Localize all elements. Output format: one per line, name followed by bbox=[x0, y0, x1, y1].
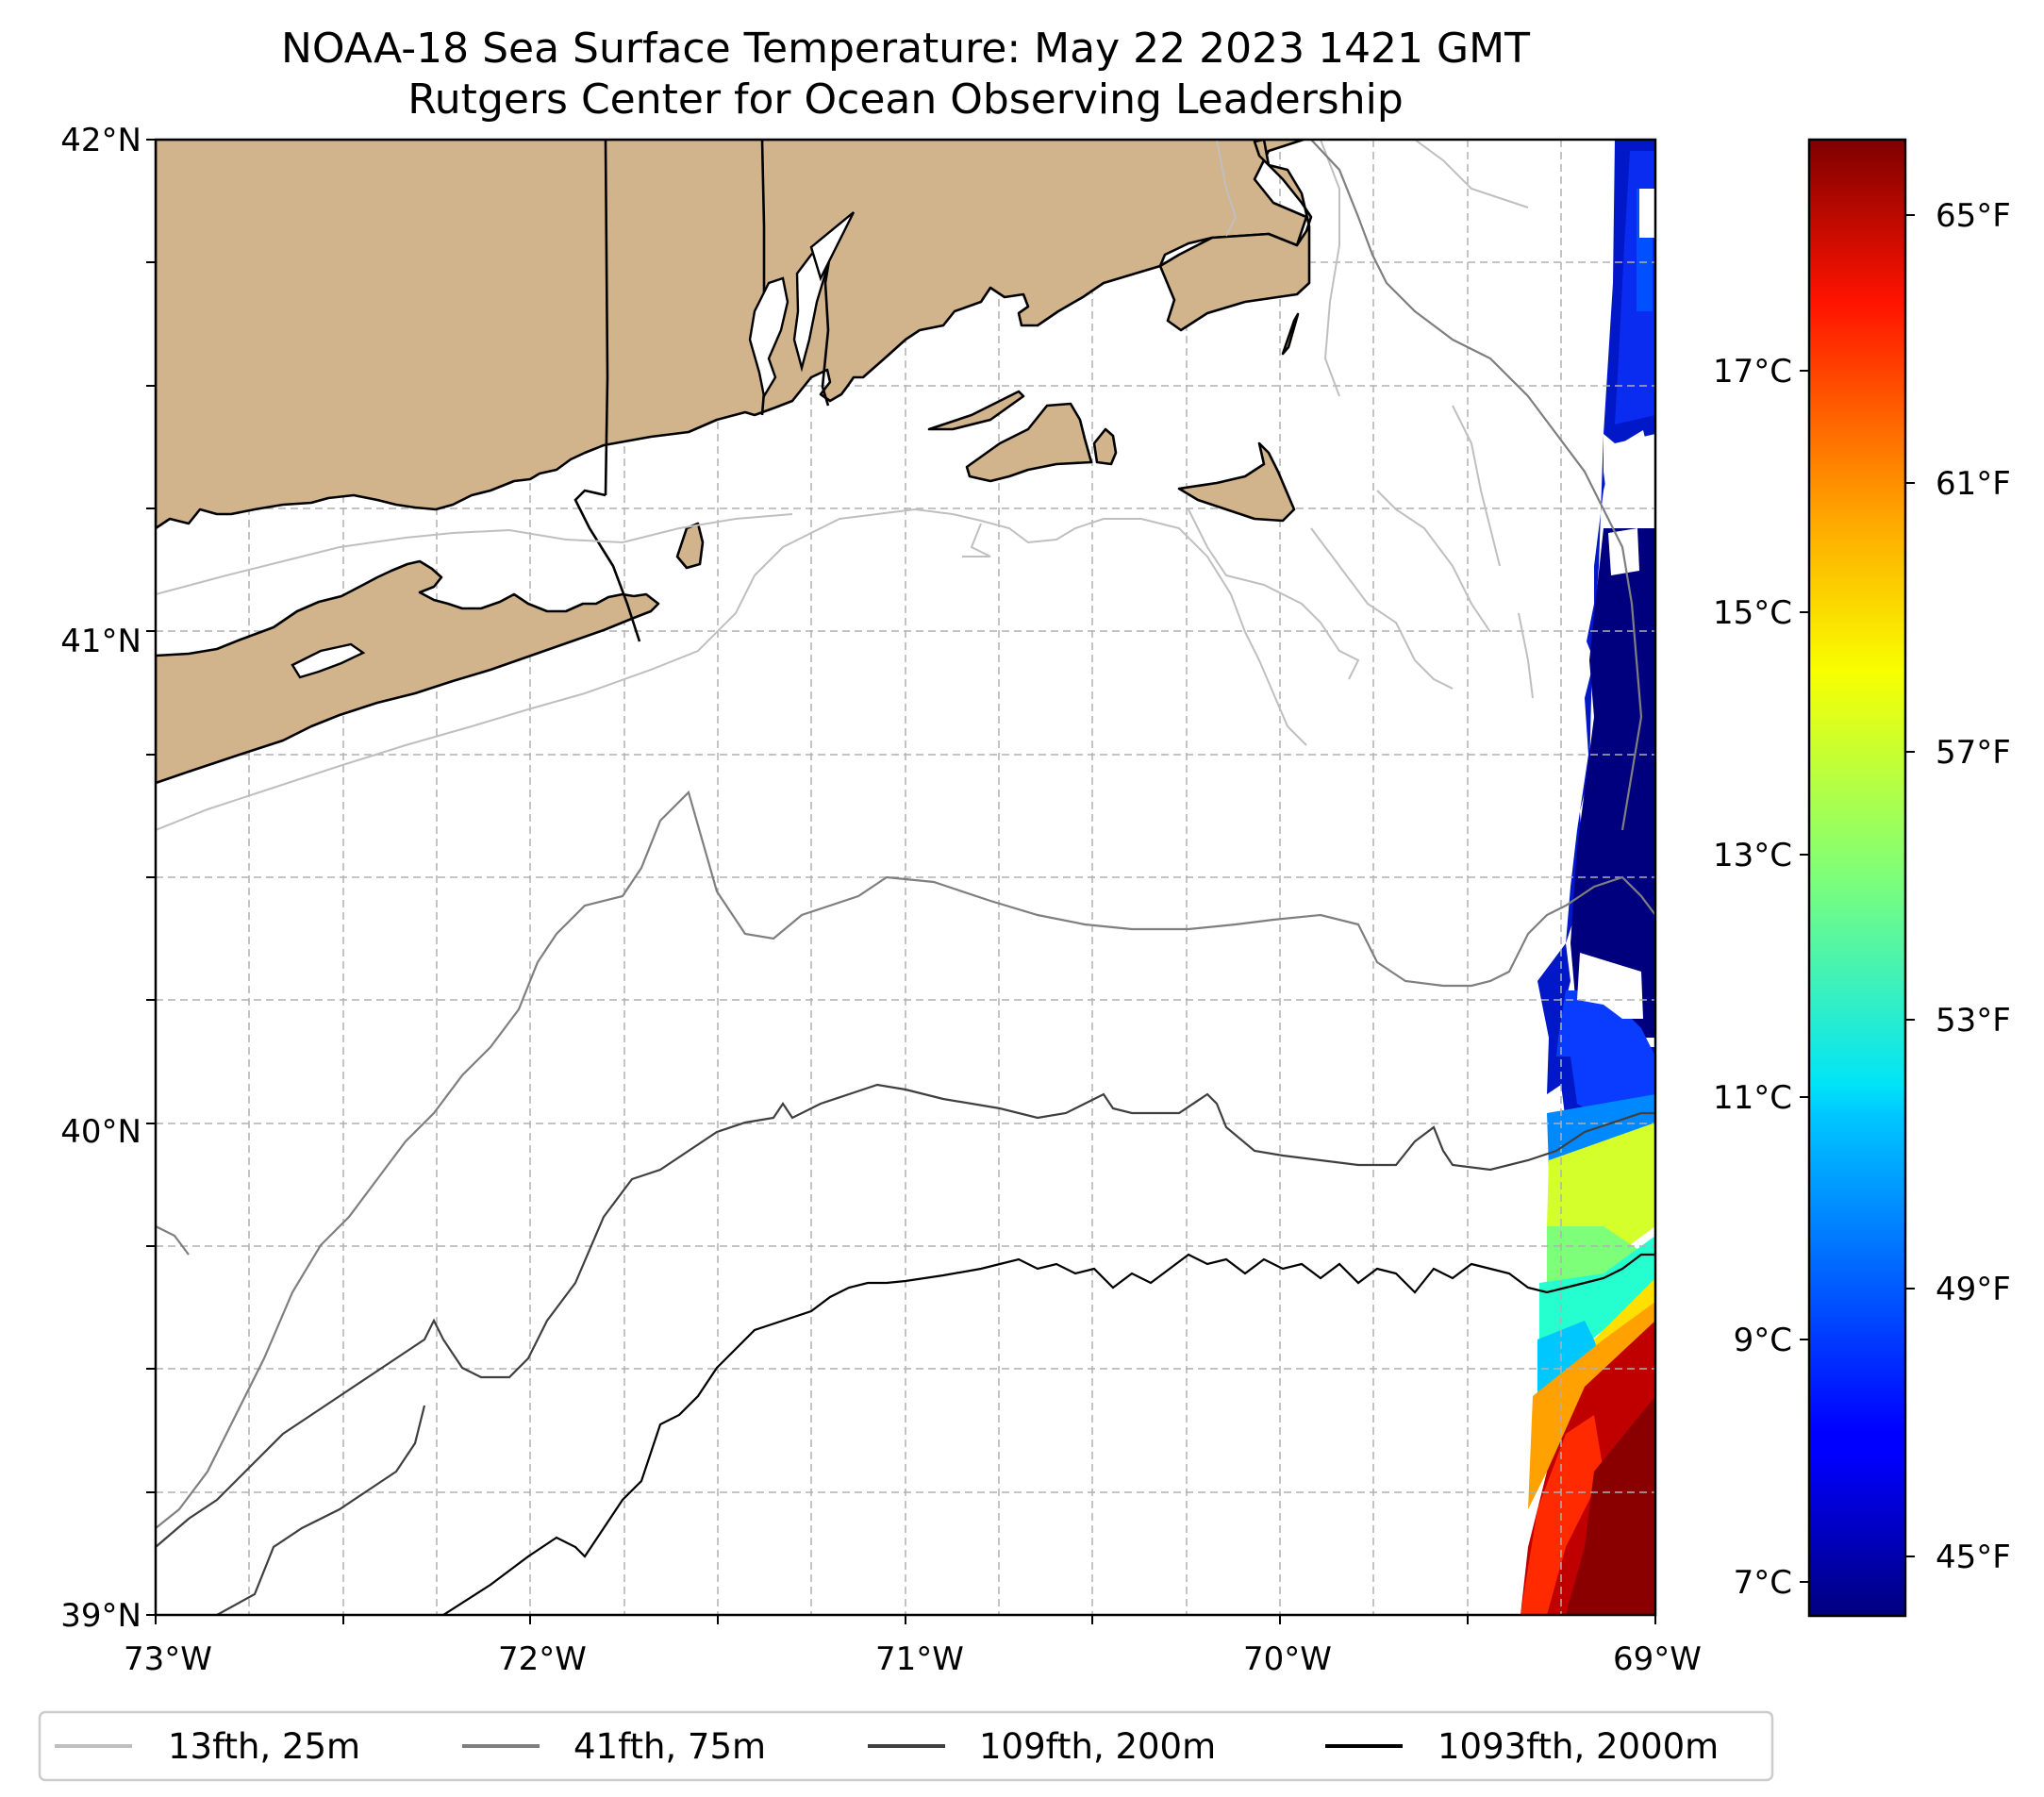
isobath-2000m bbox=[442, 1253, 1655, 1615]
colorbar-gradient bbox=[1807, 138, 1907, 1618]
colorbar-label-7c: 7°C bbox=[1734, 1564, 1792, 1602]
colorbar-label-49f: 49°F bbox=[1936, 1271, 2011, 1308]
isobath-25m bbox=[156, 140, 1534, 831]
nantucket bbox=[1177, 441, 1296, 523]
legend-label-200m: 109fth, 200m bbox=[979, 1726, 1216, 1767]
lon-label-73w: 73°W bbox=[124, 1640, 212, 1678]
isobath-75m bbox=[156, 140, 1655, 1529]
lon-label-70w: 70°W bbox=[1243, 1640, 1332, 1678]
isobath-200m bbox=[156, 1083, 1655, 1615]
lon-label-72w: 72°W bbox=[498, 1640, 587, 1678]
colorbar-label-61f: 61°F bbox=[1936, 465, 2011, 503]
colorbar-label-53f: 53°F bbox=[1936, 1002, 2011, 1040]
marthas-vineyard bbox=[965, 402, 1093, 483]
colorbar-label-45f: 45°F bbox=[1936, 1539, 2011, 1576]
legend-label-75m: 41fth, 75m bbox=[573, 1726, 766, 1767]
colorbar-label-57f: 57°F bbox=[1936, 734, 2011, 772]
lat-label-41n: 41°N bbox=[60, 623, 141, 660]
block-island bbox=[675, 522, 705, 570]
sst-swath-mid bbox=[1556, 990, 1655, 1132]
colorbar-label-17c: 17°C bbox=[1713, 353, 1792, 391]
legend-label-25m: 13fth, 25m bbox=[168, 1726, 360, 1767]
map-title-line-1: NOAA-18 Sea Surface Temperature: May 22 … bbox=[281, 25, 1530, 73]
map-panel bbox=[154, 138, 1657, 1617]
colorbar-label-15c: 15°C bbox=[1713, 594, 1792, 632]
sst-swath bbox=[1521, 140, 1655, 1615]
cape-cod bbox=[1158, 140, 1313, 332]
colorbar-label-13c: 13°C bbox=[1713, 837, 1792, 874]
lat-label-42n: 42°N bbox=[60, 122, 141, 159]
colorbar: 17°C 15°C 13°C 11°C 9°C 7°C 65°F 61°F 57… bbox=[1713, 138, 2011, 1618]
colorbar-label-9c: 9°C bbox=[1734, 1322, 1792, 1359]
lat-label-39n: 39°N bbox=[60, 1597, 141, 1635]
mainland-coast bbox=[156, 140, 1308, 530]
lon-label-71w: 71°W bbox=[875, 1640, 964, 1678]
colorbar-label-11c: 11°C bbox=[1713, 1079, 1792, 1117]
map-ticks bbox=[146, 139, 1656, 1624]
isobath-legend: 13fth, 25m 41fth, 75m 109fth, 200m 1093f… bbox=[38, 1710, 1774, 1782]
colorbar-label-65f: 65°F bbox=[1936, 197, 2011, 235]
lon-label-69w: 69°W bbox=[1613, 1640, 1702, 1678]
land bbox=[156, 140, 1313, 785]
long-island bbox=[156, 559, 660, 785]
map-title-line-2: Rutgers Center for Ocean Observing Leade… bbox=[407, 75, 1404, 124]
legend-label-2000m: 1093fth, 2000m bbox=[1437, 1726, 1719, 1767]
lat-label-40n: 40°N bbox=[60, 1113, 141, 1151]
